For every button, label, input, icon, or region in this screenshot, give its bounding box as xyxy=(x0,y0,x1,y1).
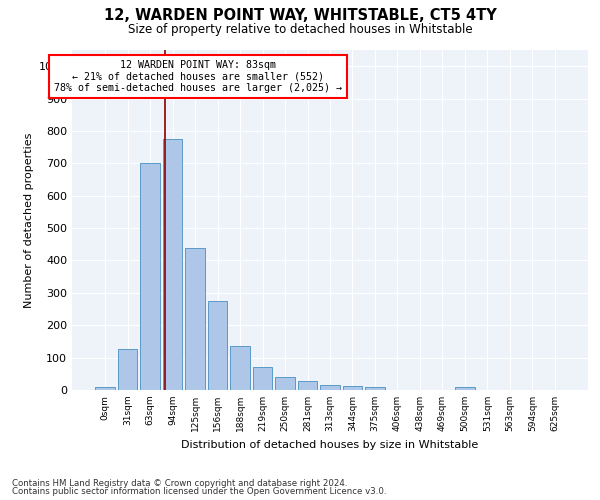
Bar xyxy=(455,387,475,390)
Text: Contains HM Land Registry data © Crown copyright and database right 2024.: Contains HM Land Registry data © Crown c… xyxy=(12,478,347,488)
Text: 12, WARDEN POINT WAY, WHITSTABLE, CT5 4TY: 12, WARDEN POINT WAY, WHITSTABLE, CT5 4T… xyxy=(104,8,496,22)
Text: Size of property relative to detached houses in Whitstable: Size of property relative to detached ho… xyxy=(128,22,472,36)
Text: Contains public sector information licensed under the Open Government Licence v3: Contains public sector information licen… xyxy=(12,487,386,496)
X-axis label: Distribution of detached houses by size in Whitstable: Distribution of detached houses by size … xyxy=(181,440,479,450)
Bar xyxy=(230,346,250,390)
Bar xyxy=(185,248,205,390)
Text: 12 WARDEN POINT WAY: 83sqm
← 21% of detached houses are smaller (552)
78% of sem: 12 WARDEN POINT WAY: 83sqm ← 21% of deta… xyxy=(55,60,343,94)
Bar xyxy=(95,388,115,390)
Bar xyxy=(365,388,385,390)
Bar xyxy=(298,381,317,390)
Bar xyxy=(163,139,182,390)
Bar xyxy=(320,385,340,390)
Bar xyxy=(208,301,227,390)
Bar xyxy=(253,368,272,390)
Y-axis label: Number of detached properties: Number of detached properties xyxy=(23,132,34,308)
Bar xyxy=(275,377,295,390)
Bar xyxy=(118,348,137,390)
Bar xyxy=(140,164,160,390)
Bar xyxy=(343,386,362,390)
